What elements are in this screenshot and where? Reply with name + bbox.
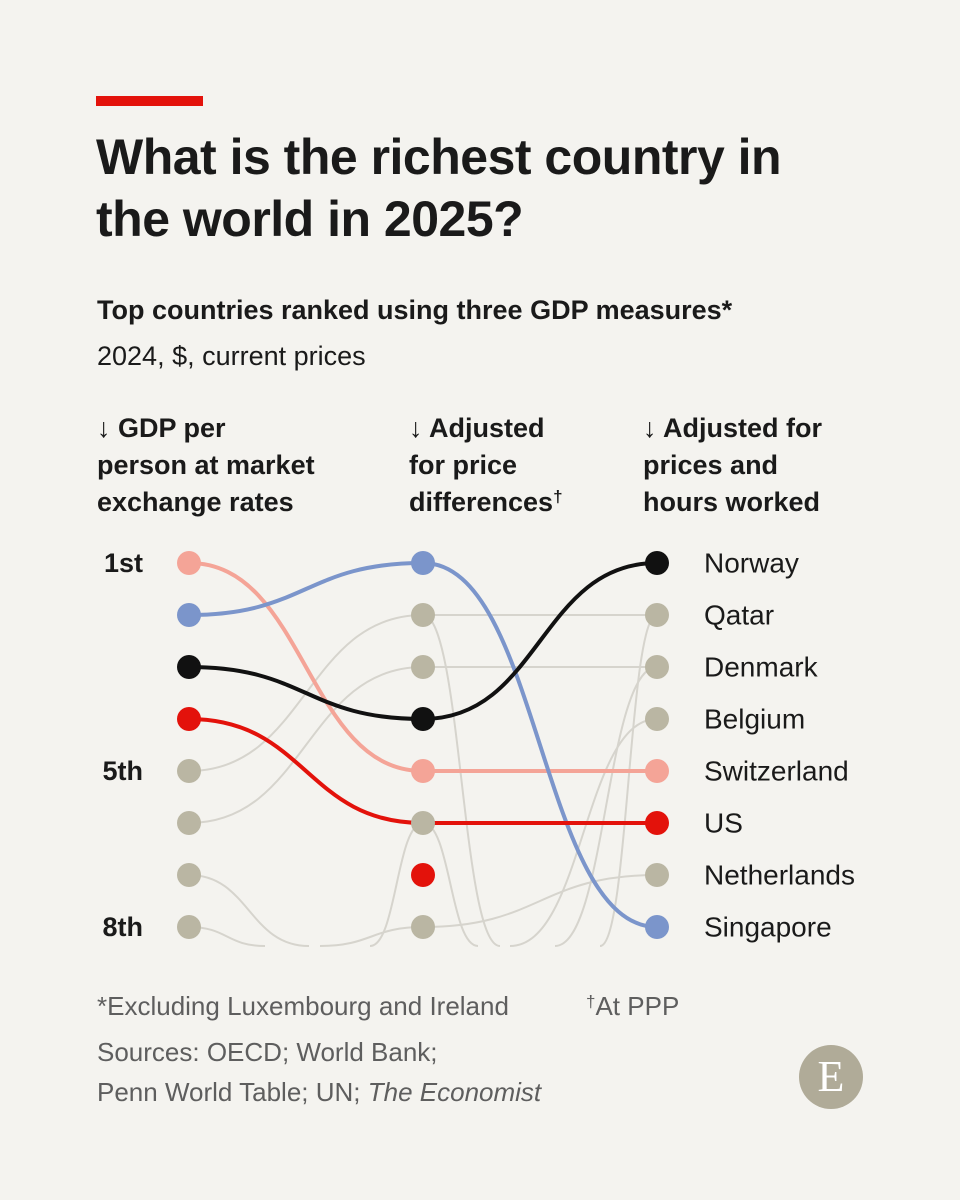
footnote-excluding: *Excluding Luxembourg and Ireland [97,991,509,1021]
country-label: Norway [704,548,799,579]
rank-dot [645,655,669,679]
country-label: Denmark [704,652,819,683]
rank-dot [177,655,201,679]
column-header-line: exchange rates [97,487,294,517]
rank-dot [177,811,201,835]
rank-dot [411,915,435,939]
grey-connector-line [554,666,658,947]
rank-dot [411,811,435,835]
sources-line-1: Sources: OECD; World Bank; [97,1037,438,1067]
column-header-market-rates: ↓ GDP per person at market exchange rate… [97,410,315,521]
column-header-line: for price [409,450,518,480]
rank-dot [645,863,669,887]
column-header-line: GDP per [118,413,226,443]
rank-dot [645,811,669,835]
series-line-switzerland [188,561,424,773]
down-arrow-icon: ↓ [97,413,111,443]
column-header-hours: ↓ Adjusted for prices and hours worked [643,410,822,521]
series-line-norway [422,561,658,721]
chart-title: What is the richest country in the world… [96,129,782,247]
sources-text: Penn World Table; UN; [97,1077,361,1107]
rank-dot [411,603,435,627]
rank-dot [177,759,201,783]
sources-line-2: Penn World Table; UN; The Economist [97,1074,541,1110]
column-header-line: Adjusted [429,413,545,443]
country-label: Netherlands [704,860,855,891]
down-arrow-icon: ↓ [643,413,657,443]
series-line-us [188,717,424,825]
grey-connector-line [422,614,501,947]
footnote-ppp-text: At PPP [595,991,680,1021]
rank-dot [411,655,435,679]
column-header-line: person at market [97,450,315,480]
rank-dot [411,863,435,887]
country-label: Singapore [704,912,832,943]
rank-dot [177,551,201,575]
column-header-line: Adjusted for [663,413,822,443]
country-label: Belgium [704,704,805,735]
chart-subtitle: Top countries ranked using three GDP mea… [97,295,733,325]
rank-dot [645,707,669,731]
country-label: Switzerland [704,756,849,787]
grey-connector-line [509,718,658,947]
down-arrow-icon: ↓ [409,413,423,443]
rank-label: 1st [104,548,143,578]
rank-dot [177,603,201,627]
rank-dot [645,759,669,783]
dagger-mark: † [586,992,596,1011]
rank-dots [177,551,669,939]
rank-label: 5th [103,756,144,786]
column-header-line: differences [409,487,554,517]
rank-dot [177,707,201,731]
accent-bar [96,96,203,106]
series-line-singapore [422,561,658,929]
economist-logo: E [799,1045,863,1109]
country-label: Qatar [704,600,774,631]
rank-dot [411,551,435,575]
series-line-singapore [188,561,424,617]
chart-labels: 1st 5th 8th Norway Qatar Denmark Belgium Switze… [103,548,855,943]
chart-units: 2024, $, current prices [97,341,366,371]
rank-dot [645,603,669,627]
rank-dot [177,863,201,887]
rank-dot [177,915,201,939]
rank-dot [411,707,435,731]
country-label: US [704,808,743,839]
column-header-ppp: ↓ Adjusted for price differences† [409,410,563,521]
footnote-ppp: †At PPP [586,988,679,1024]
rank-dot [411,759,435,783]
rank-dot [645,915,669,939]
grey-connector-line [188,666,424,824]
rank-dot [645,551,669,575]
grey-connector-line [188,874,310,947]
highlight-connectors [188,561,658,929]
column-header-line: hours worked [643,487,821,517]
column-header-line: prices and [643,450,779,480]
grey-connector-line [599,614,658,947]
grey-connector-line [422,874,658,928]
grey-connector-line [319,926,424,947]
dagger-mark: † [553,487,563,506]
rank-label: 8th [103,912,144,942]
series-line-norway [188,665,424,721]
sources-economist: The Economist [367,1077,542,1107]
